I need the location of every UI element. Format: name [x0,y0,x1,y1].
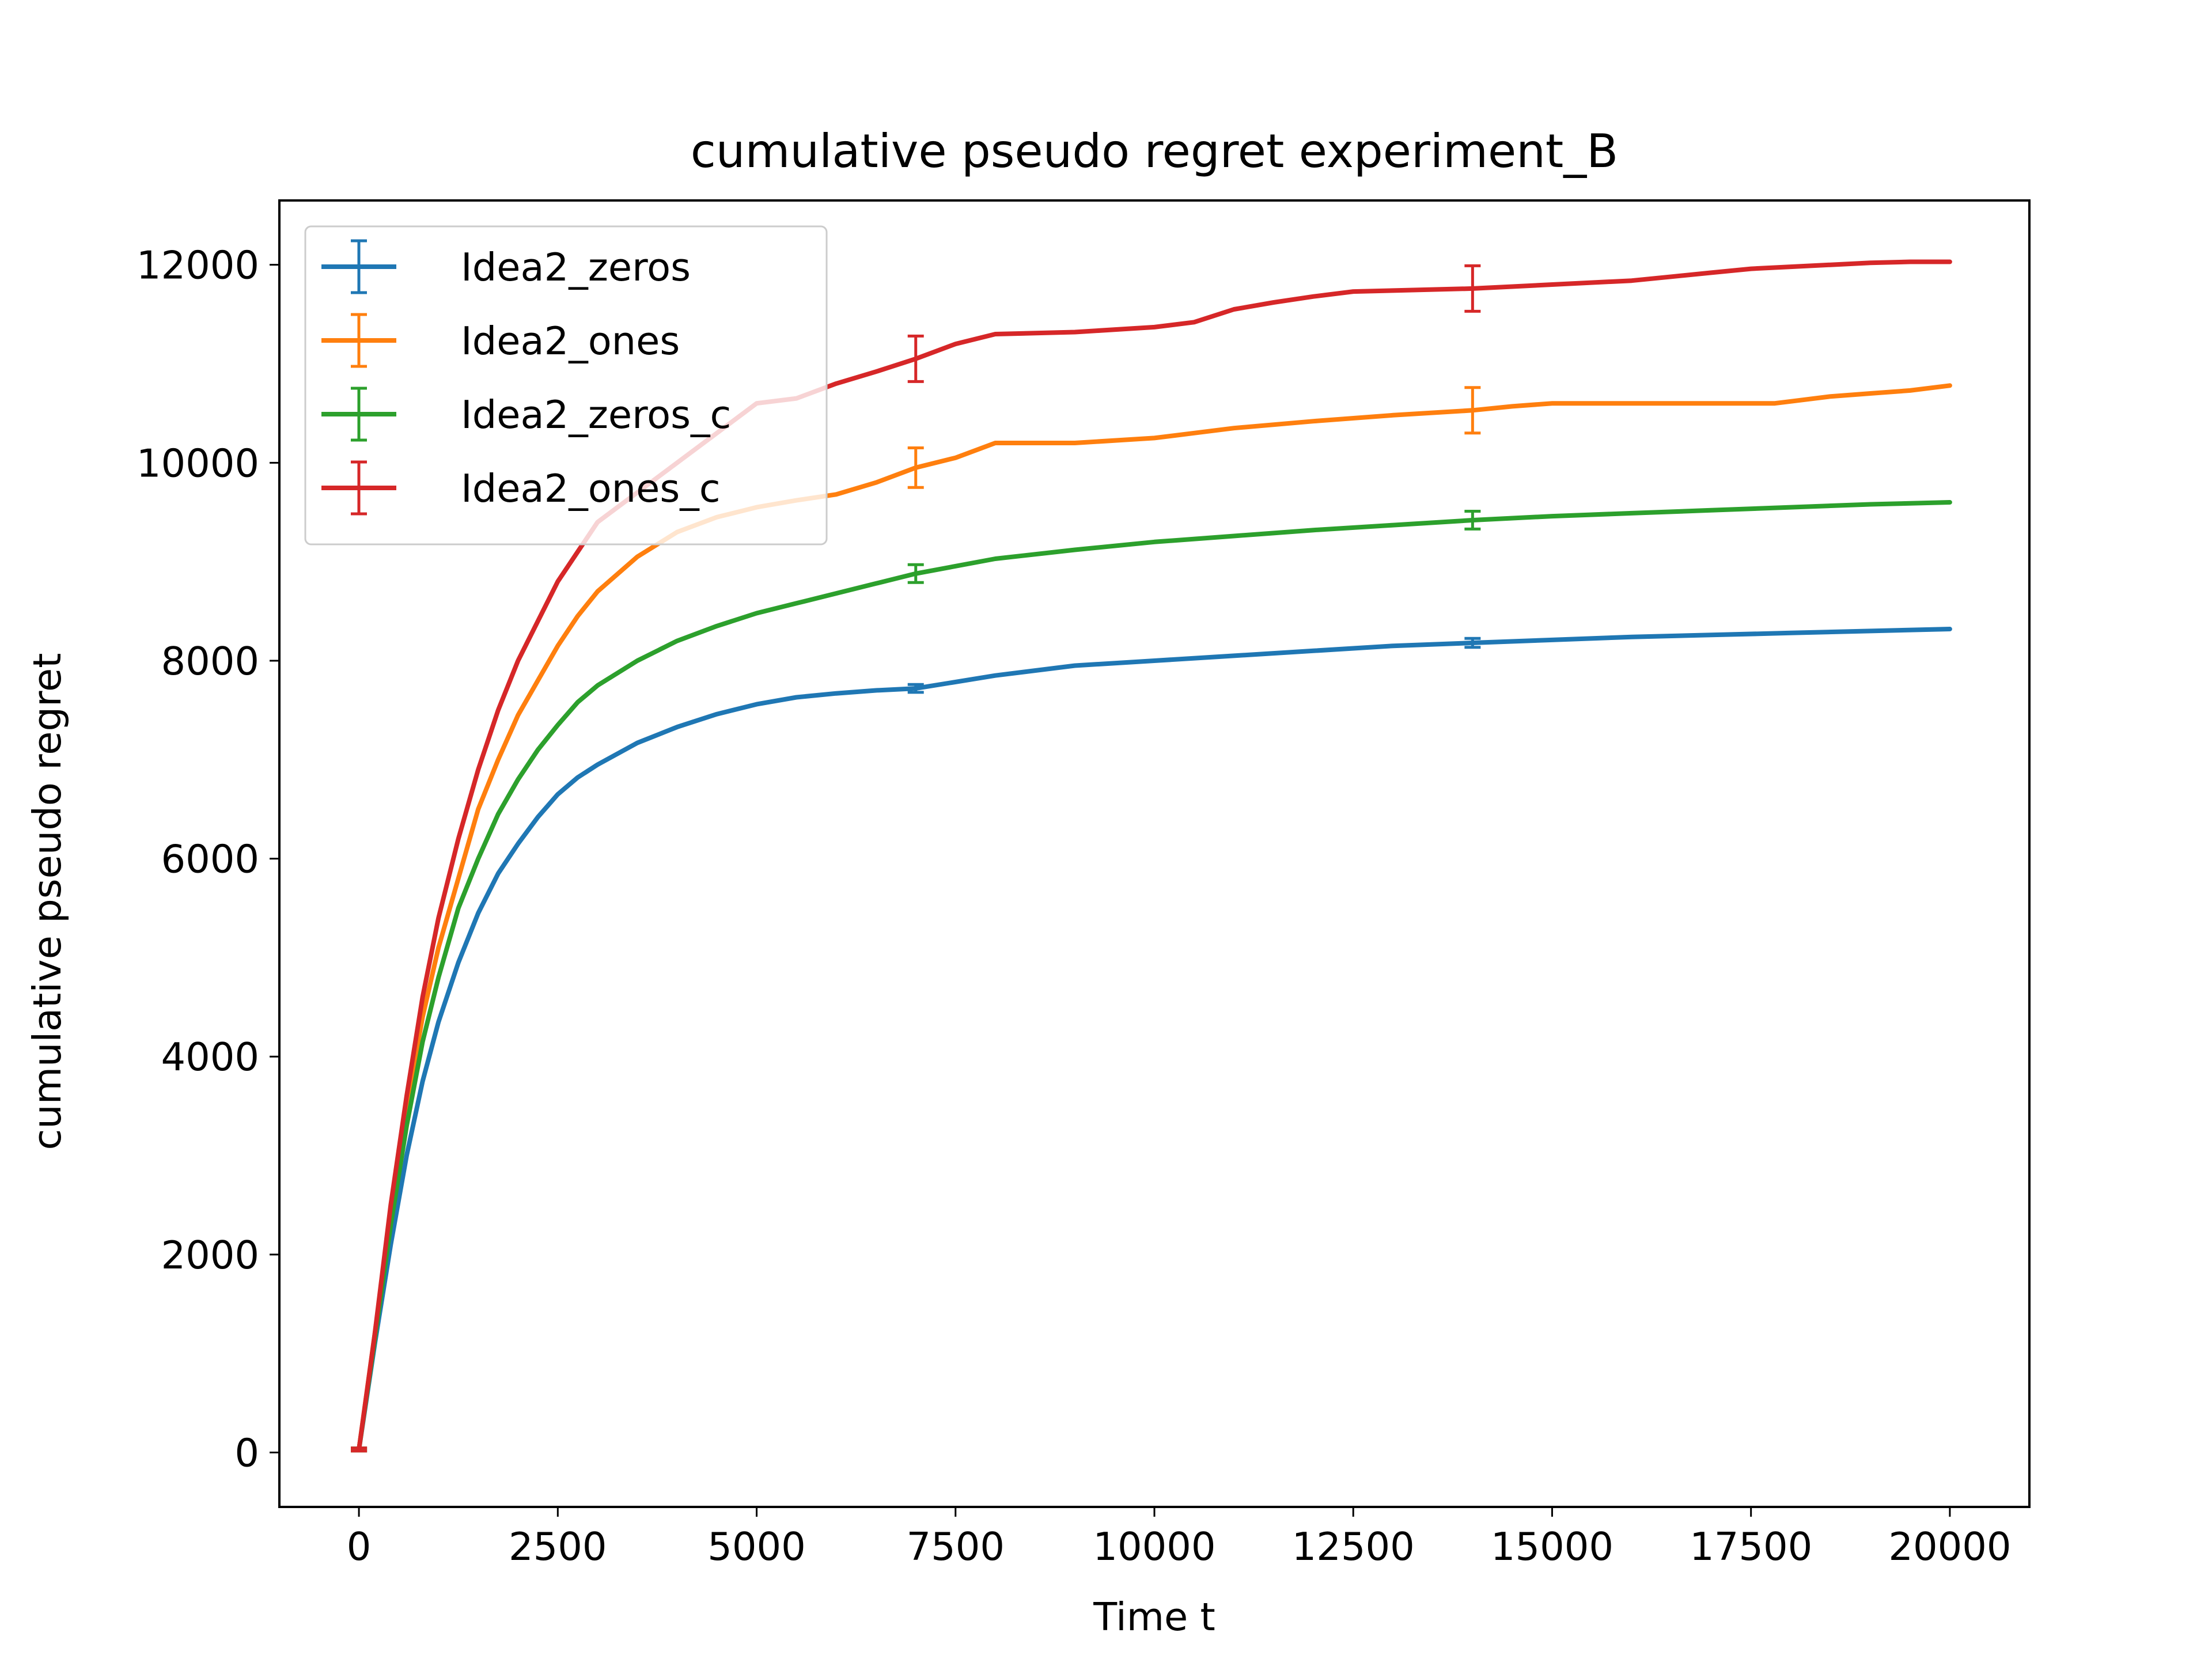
legend-item: Idea2_ones_c [321,460,721,516]
y-axis-ticks: 0 2000 4000 6000 8000 10000 12000 [137,243,279,1476]
legend: Idea2_zeros Idea2_ones Idea2_zeros_c Idea2_… [304,225,828,546]
error-bar [351,1446,368,1453]
series-line [357,259,1952,1452]
x-tick-label: 12500 [1292,1524,1415,1569]
chart-title: cumulative pseudo regret experiment_B [691,124,1618,178]
series-Idea2_ones [351,383,1952,1453]
series-Idea2_zeros_c [351,500,1952,1453]
y-tick-label: 6000 [161,837,259,882]
error-bar [1464,637,1481,649]
error-bar [1464,386,1481,435]
x-tick-label: 20000 [1888,1524,2011,1569]
legend-item: Idea2_ones [321,313,680,368]
x-tick-label: 17500 [1690,1524,1812,1569]
x-tick-label: 5000 [707,1524,806,1569]
series-line [357,383,1952,1452]
x-tick-label: 15000 [1491,1524,1613,1569]
error-bar [1464,264,1481,313]
y-tick-label: 12000 [137,243,259,288]
error-bar [907,683,924,694]
y-tick-label: 8000 [161,639,259,684]
legend-label: Idea2_zeros [461,245,691,290]
legend-item: Idea2_zeros_c [321,387,731,442]
x-tick-label: 7500 [907,1524,1005,1569]
error-bar [907,563,924,584]
error-bar [907,334,924,383]
series-line [357,500,1952,1452]
error-bar [1464,510,1481,531]
series-layer [351,259,1952,1453]
series-line [357,627,1952,1452]
y-tick-label: 0 [234,1431,259,1476]
legend-frame [304,225,828,546]
x-axis-ticks: 0 2500 5000 7500 10000 12500 15000 17500 20000 [347,1507,2011,1569]
y-tick-label: 2000 [161,1233,259,1278]
legend-label: Idea2_ones_c [461,466,721,511]
x-axis-label: Time t [1093,1594,1215,1639]
y-tick-label: 4000 [161,1035,259,1080]
x-tick-label: 0 [347,1524,372,1569]
plot-frame [278,199,2031,1508]
error-bar [907,446,924,489]
y-tick-label: 10000 [137,441,259,486]
x-tick-label: 2500 [509,1524,607,1569]
y-axis-label: cumulative pseudo regret [25,653,70,1150]
series-Idea2_ones_c [351,259,1952,1453]
legend-label: Idea2_zeros_c [461,392,731,437]
legend-label: Idea2_ones [461,319,680,363]
legend-item: Idea2_zeros [321,239,691,294]
x-tick-label: 10000 [1093,1524,1215,1569]
